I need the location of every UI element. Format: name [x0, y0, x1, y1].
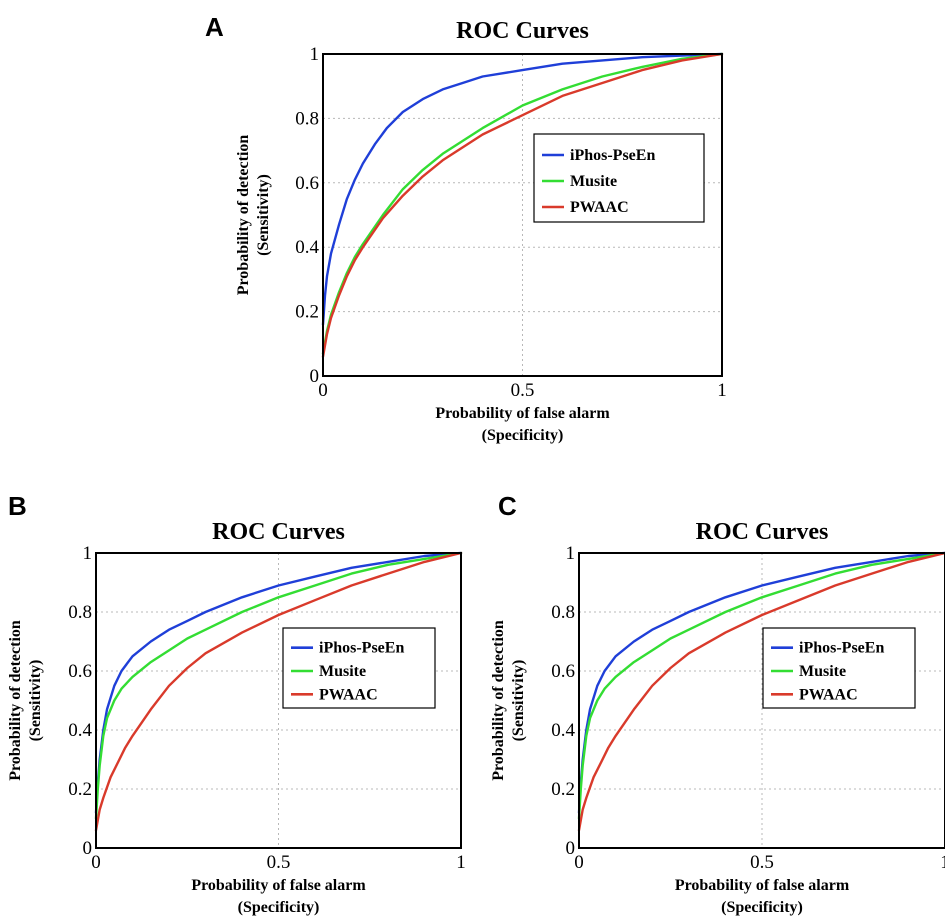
- series-line-musite: [577, 551, 945, 820]
- y-tick-label: 0.2: [68, 779, 92, 800]
- y-axis-label-sub: (Sensitivity): [27, 660, 44, 742]
- plot-frame: [322, 53, 723, 377]
- chart-title: ROC Curves: [696, 519, 829, 545]
- x-tick-label: 0: [318, 380, 328, 401]
- y-tick-label: 0.2: [295, 302, 319, 323]
- legend-label: PWAAC: [570, 199, 629, 216]
- y-tick-label: 0.6: [551, 661, 575, 682]
- legend-label: Musite: [570, 173, 617, 190]
- x-tick-label: 0: [574, 852, 584, 873]
- series-line-iphos-pseen: [321, 52, 724, 326]
- x-tick-label: 0.5: [750, 852, 774, 873]
- legend-label: PWAAC: [319, 686, 378, 703]
- y-axis-label: Probability of detection: [490, 620, 507, 781]
- legend-label: iPhos-PseEn: [570, 147, 655, 164]
- legend-label: iPhos-PseEn: [319, 640, 404, 657]
- x-tick-label: 1: [456, 852, 466, 873]
- legend: iPhos-PseEn Musite PWAAC: [762, 627, 916, 709]
- y-tick-label: 0: [566, 838, 576, 859]
- x-tick-label: 0.5: [267, 852, 291, 873]
- series-line-musite: [94, 551, 463, 820]
- x-tick-label: 0: [91, 852, 101, 873]
- panel-letter: C: [498, 491, 517, 521]
- x-axis-label: Probability of false alarm: [191, 877, 366, 894]
- series-line-pwaac: [321, 52, 724, 358]
- x-tick-label: 0.5: [511, 380, 535, 401]
- series-line-iphos-pseen: [94, 551, 463, 814]
- x-axis-label-sub: (Specificity): [482, 427, 564, 444]
- plot-frame: [95, 552, 462, 849]
- chart-title: ROC Curves: [456, 18, 589, 44]
- y-tick-label: 0.4: [68, 720, 92, 741]
- x-tick-label: 1: [717, 380, 727, 401]
- y-axis-label: Probability of detection: [7, 620, 24, 781]
- series-line-pwaac: [94, 551, 463, 832]
- panel-b: B ROC Curves 0 0.5 1 0 0.2 0.4 0.6 0.8 1 Probabilit…: [7, 491, 466, 916]
- x-axis-label: Probability of false alarm: [435, 405, 610, 422]
- y-tick-label: 0.6: [68, 661, 92, 682]
- y-tick-label: 0: [310, 366, 320, 387]
- series-line-pwaac: [577, 551, 945, 832]
- y-tick-label: 0.8: [68, 602, 92, 623]
- chart-title: ROC Curves: [212, 519, 345, 545]
- x-axis-label: Probability of false alarm: [675, 877, 850, 894]
- y-axis-label: Probability of detection: [235, 135, 252, 296]
- y-tick-label: 1: [83, 543, 93, 564]
- y-tick-label: 0.6: [295, 173, 319, 194]
- panel-letter: B: [8, 491, 27, 521]
- panel-a: A ROC Curves 0 0.5 1 0 0.2 0.4 0.6 0.8 1 Probabilit…: [205, 12, 727, 444]
- y-tick-label: 1: [310, 44, 320, 65]
- plot-frame: [578, 552, 945, 849]
- y-tick-label: 0.2: [551, 779, 575, 800]
- y-tick-label: 0.8: [551, 602, 575, 623]
- legend: iPhos-PseEn Musite PWAAC: [282, 627, 436, 709]
- x-axis-label-sub: (Specificity): [238, 899, 320, 916]
- y-tick-label: 0.4: [295, 237, 319, 258]
- x-tick-label: 1: [940, 852, 945, 873]
- panel-letter: A: [205, 12, 224, 42]
- legend-label: Musite: [799, 663, 846, 680]
- y-tick-label: 0.4: [551, 720, 575, 741]
- panel-c: C ROC Curves 0 0.5 1 0 0.2 0.4 0.6 0.8 1 Probabilit…: [490, 491, 945, 916]
- series-line-iphos-pseen: [577, 551, 945, 814]
- y-tick-label: 1: [566, 543, 576, 564]
- legend-label: PWAAC: [799, 686, 858, 703]
- legend-label: Musite: [319, 663, 366, 680]
- x-axis-label-sub: (Specificity): [721, 899, 803, 916]
- y-tick-label: 0.8: [295, 108, 319, 129]
- legend-label: iPhos-PseEn: [799, 640, 884, 657]
- y-axis-label-sub: (Sensitivity): [510, 660, 527, 742]
- legend: iPhos-PseEn Musite PWAAC: [533, 133, 705, 223]
- y-tick-label: 0: [83, 838, 93, 859]
- y-axis-label-sub: (Sensitivity): [255, 174, 272, 256]
